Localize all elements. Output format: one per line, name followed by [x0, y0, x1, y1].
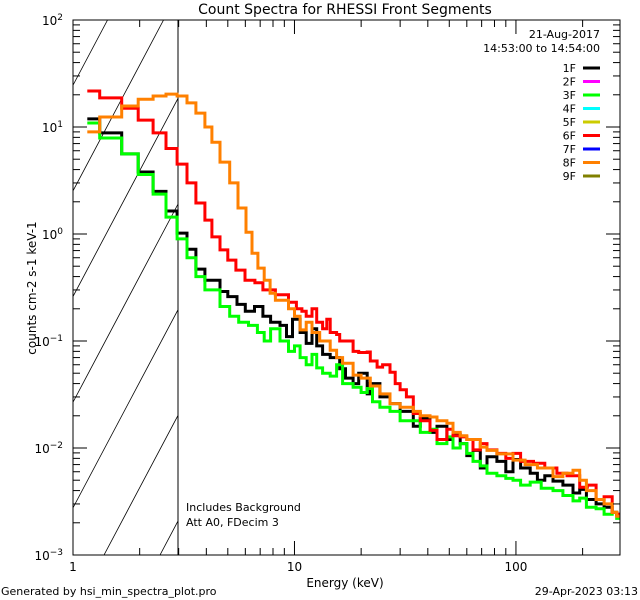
- series-line-6F: [87, 89, 620, 516]
- y-tick-label: 10−2: [34, 441, 63, 456]
- hatch-line: [159, 520, 178, 555]
- x-tick-label: 100: [504, 560, 527, 574]
- hatch-line: [73, 97, 178, 298]
- date-label: 21-Aug-2017: [529, 28, 600, 41]
- plot-frame: [72, 19, 621, 556]
- annotation-background: Includes Background: [186, 501, 301, 514]
- y-tick-label: 102: [42, 13, 63, 28]
- y-tick-label: 10−1: [34, 334, 63, 349]
- series-line-8F: [87, 92, 620, 518]
- legend-label-1F: 1F: [563, 62, 576, 75]
- legend-label-9F: 9F: [563, 170, 576, 183]
- hatch-line: [73, 20, 164, 192]
- y-tick-label: 101: [42, 120, 63, 135]
- y-tick-label: 100: [42, 227, 63, 242]
- annotation-attenuator: Att A0, FDecim 3: [186, 516, 279, 529]
- legend-label-2F: 2F: [563, 76, 576, 89]
- hatch-line: [73, 20, 108, 87]
- time-range-label: 14:53:00 to 14:54:00: [483, 42, 600, 55]
- y-tick-label: 10−3: [34, 548, 63, 563]
- axis-ticks: [72, 19, 620, 556]
- hatched-region: [73, 20, 178, 555]
- x-tick-label: 10: [287, 560, 302, 574]
- legend-label-7F: 7F: [563, 143, 576, 156]
- series-line-1F: [87, 117, 620, 516]
- y-axis-label: counts cm-2 s-1 keV-1: [25, 221, 39, 354]
- series-line-3F: [87, 121, 620, 520]
- x-axis-label: Energy (keV): [306, 576, 383, 590]
- legend-label-6F: 6F: [563, 130, 576, 143]
- footer-generated-by: Generated by hsi_min_spectra_plot.pro: [1, 585, 217, 598]
- legend-label-5F: 5F: [563, 116, 576, 129]
- hatch-line: [103, 414, 178, 555]
- legend-label-4F: 4F: [563, 103, 576, 116]
- footer-timestamp: 29-Apr-2023 03:13: [535, 585, 638, 598]
- chart-title: Count Spectra for RHESSI Front Segments: [198, 2, 492, 18]
- legend-label-3F: 3F: [563, 89, 576, 102]
- hatch-line: [73, 203, 178, 404]
- hatch-line: [73, 308, 178, 509]
- legend-label-8F: 8F: [563, 157, 576, 170]
- x-tick-label: 1: [69, 560, 77, 574]
